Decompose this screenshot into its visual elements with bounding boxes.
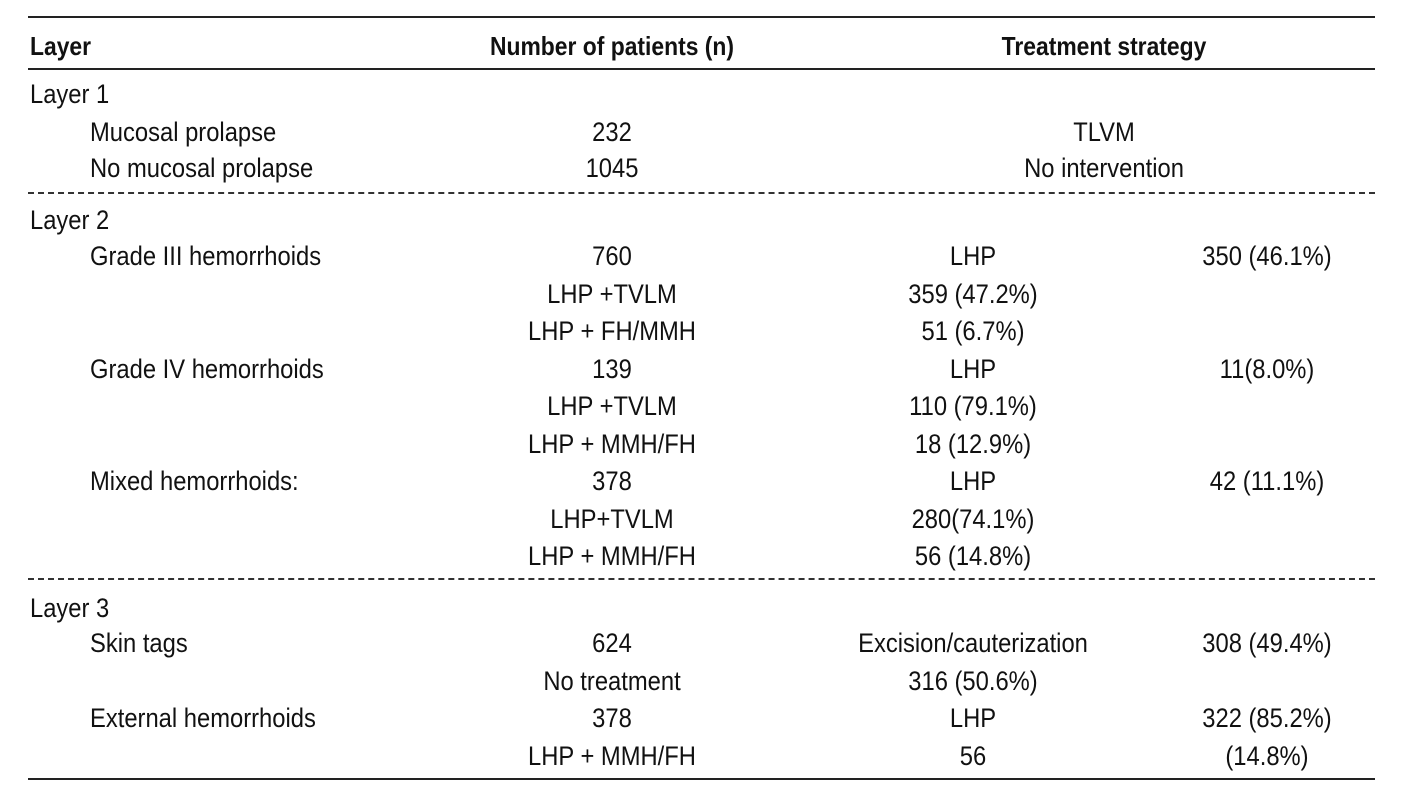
row-label: Skin tags: [90, 628, 188, 658]
row-patients: 378: [592, 466, 632, 496]
row-treatment: LHP: [949, 354, 997, 384]
row-treatment: 359 (47.2%): [908, 279, 1038, 309]
row-treatment: Excision/cauterization: [858, 628, 1088, 658]
row-patients: 139: [592, 354, 632, 384]
row-sub-treatment: LHP + FH/MMH: [528, 316, 696, 346]
row-treatment: 110 (79.1%): [909, 391, 1037, 421]
row-strategy: TLVM: [1073, 117, 1135, 147]
row-result: 308 (49.4%): [1202, 628, 1332, 658]
row-patients: 624: [592, 628, 632, 658]
row-sub-treatment: LHP + MMH/FH: [528, 429, 696, 459]
row-label: Mixed hemorrhoids:: [90, 466, 299, 496]
row-result: (14.8%): [1225, 741, 1309, 771]
layer-1-title: Layer 1: [30, 79, 110, 109]
row-label: External hemorrhoids: [90, 703, 316, 733]
row-patients: 232: [592, 117, 632, 147]
table-bottom-rule: [28, 778, 1375, 780]
row-sub-treatment: No treatment: [543, 666, 681, 696]
row-treatment: 51 (6.7%): [921, 316, 1025, 346]
header-layer: Layer: [30, 31, 92, 61]
row-treatment: LHP: [949, 241, 997, 271]
row-sub-treatment: LHP +TVLM: [547, 279, 677, 309]
row-treatment: 18 (12.9%): [914, 429, 1032, 459]
row-label: Grade IV hemorrhoids: [90, 354, 324, 384]
layer-1-divider: [28, 192, 1375, 194]
row-treatment: 56 (14.8%): [914, 541, 1032, 571]
row-sub-treatment: LHP+TVLM: [550, 504, 674, 534]
row-treatment: LHP: [949, 466, 997, 496]
row-sub-treatment: LHP +TVLM: [547, 391, 677, 421]
row-patients: 760: [592, 241, 632, 271]
row-sub-treatment: LHP + MMH/FH: [528, 741, 696, 771]
row-label: Grade III hemorrhoids: [90, 241, 322, 271]
table-top-rule: [28, 16, 1375, 18]
layer-2-divider: [28, 578, 1375, 580]
row-sub-treatment: LHP + MMH/FH: [528, 541, 696, 571]
row-treatment: LHP: [949, 703, 997, 733]
row-strategy: No intervention: [1024, 153, 1184, 183]
header-bottom-rule: [28, 68, 1375, 70]
row-result: 322 (85.2%): [1202, 703, 1332, 733]
row-treatment: 56: [959, 741, 987, 771]
row-result: 11(8.0%): [1219, 354, 1315, 384]
row-patients: 378: [592, 703, 632, 733]
row-treatment: 316 (50.6%): [908, 666, 1038, 696]
layer-3-title: Layer 3: [30, 593, 110, 623]
header-number-of-patients: Number of patients (n): [489, 31, 735, 61]
layer-2-title: Layer 2: [30, 205, 110, 235]
row-label: Mucosal prolapse: [90, 117, 277, 147]
row-patients: 1045: [585, 153, 639, 183]
row-treatment: 280(74.1%): [911, 504, 1035, 534]
row-result: 42 (11.1%): [1209, 466, 1325, 496]
row-label: No mucosal prolapse: [90, 153, 314, 183]
row-result: 350 (46.1%): [1202, 241, 1332, 271]
header-treatment-strategy: Treatment strategy: [1001, 31, 1207, 61]
